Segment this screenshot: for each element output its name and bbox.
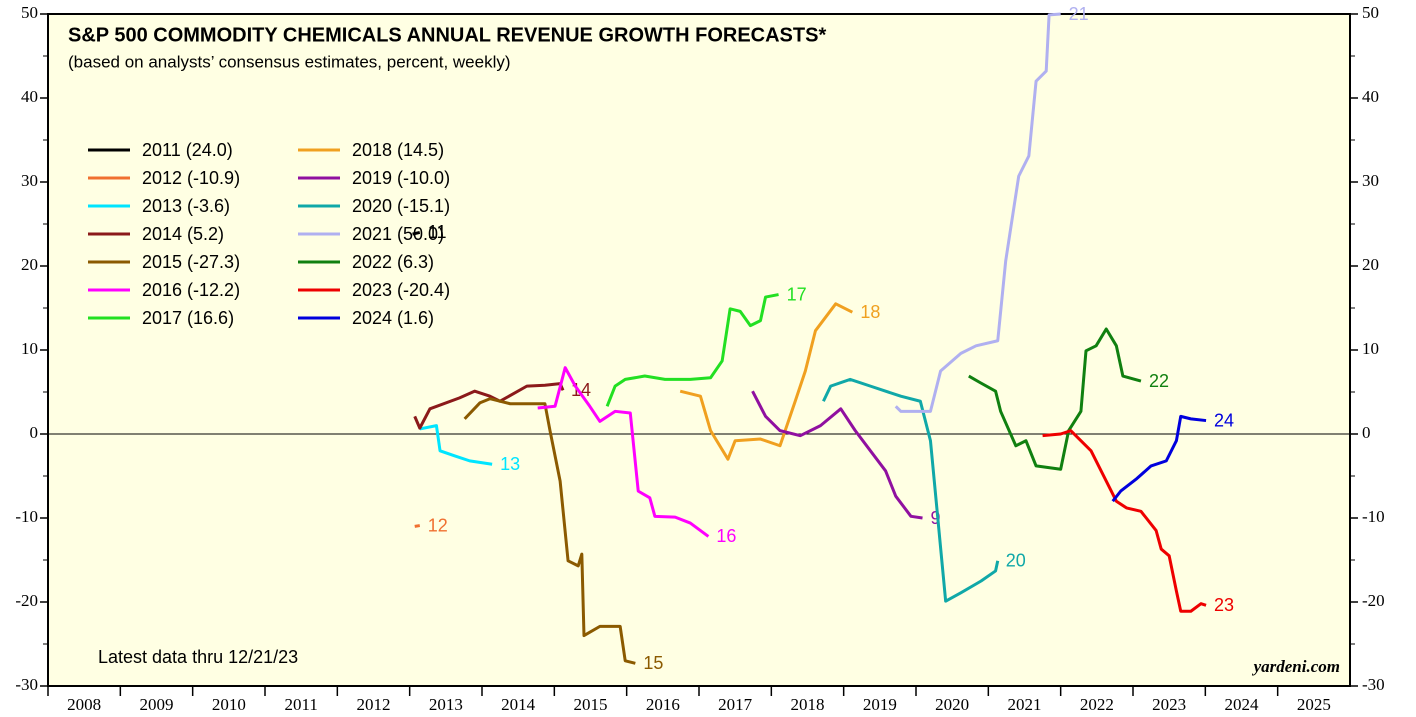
end-label: 24 <box>1214 410 1234 430</box>
y-tick-label: 50 <box>21 3 38 22</box>
series-line <box>605 293 779 407</box>
y2-tick-label: 20 <box>1362 255 1379 274</box>
x-tick-label: 2015 <box>574 695 608 714</box>
x-tick-label: 2016 <box>646 695 680 714</box>
legend-label: 2014 (5.2) <box>142 224 224 244</box>
x-tick-label: 2022 <box>1080 695 1114 714</box>
x-tick-label: 2013 <box>429 695 463 714</box>
series-line <box>419 424 493 466</box>
series-line <box>968 327 1142 471</box>
x-tick-label: 2008 <box>67 695 101 714</box>
chart-title: S&P 500 COMMODITY CHEMICALS ANNUAL REVEN… <box>68 24 826 46</box>
legend-label: 2015 (-27.3) <box>142 252 240 272</box>
source: yardeni.com <box>1252 657 1340 676</box>
y2-tick-label: -20 <box>1362 591 1385 610</box>
series-line <box>1042 429 1207 613</box>
end-label: 16 <box>716 526 736 546</box>
y2-tick-label: 50 <box>1362 3 1379 22</box>
end-label: 22 <box>1149 371 1169 391</box>
y-tick-label: -30 <box>15 675 38 694</box>
annotation: Latest data thru 12/21/23 <box>98 647 298 667</box>
end-label: 18 <box>860 302 880 322</box>
end-label: 20 <box>1006 551 1026 571</box>
series-line <box>537 366 710 538</box>
end-label: 13 <box>500 454 520 474</box>
plot-area <box>47 13 1351 687</box>
legend-label: 2022 (6.3) <box>352 252 434 272</box>
series-line <box>463 397 636 665</box>
end-label: 12 <box>428 515 448 535</box>
legend-label: 2024 (1.6) <box>352 308 434 328</box>
y-tick-label: -10 <box>15 507 38 526</box>
chart-subtitle: (based on analysts’ consensus estimates,… <box>68 52 511 71</box>
end-label: 21 <box>1069 4 1089 24</box>
legend-label: 2017 (16.6) <box>142 308 234 328</box>
legend-label: 2021 (50.0) <box>352 224 444 244</box>
legend-label: 2020 (-15.1) <box>352 196 450 216</box>
end-label: 11 <box>428 222 447 242</box>
series-line <box>894 12 1061 413</box>
x-tick-label: 2010 <box>212 695 246 714</box>
series-line <box>412 230 421 236</box>
series-line <box>414 524 421 528</box>
end-label: 17 <box>787 284 807 304</box>
end-label: 23 <box>1214 595 1234 615</box>
x-tick-label: 2018 <box>791 695 825 714</box>
x-tick-label: 2019 <box>863 695 897 714</box>
x-tick-label: 2012 <box>357 695 391 714</box>
legend-label: 2023 (-20.4) <box>352 280 450 300</box>
x-tick-label: 2020 <box>935 695 969 714</box>
x-tick-label: 2021 <box>1008 695 1042 714</box>
series-line <box>413 382 565 430</box>
legend-label: 2019 (-10.0) <box>352 168 450 188</box>
x-tick-label: 2024 <box>1225 695 1260 714</box>
legend-label: 2011 (24.0) <box>142 140 233 160</box>
y2-tick-label: 0 <box>1362 423 1371 442</box>
y-tick-label: 10 <box>21 339 38 358</box>
series-line <box>751 390 923 520</box>
y-tick-label: 40 <box>21 87 38 106</box>
series-line <box>822 377 1000 603</box>
x-tick-label: 2009 <box>140 695 174 714</box>
y-tick-label: 0 <box>30 423 39 442</box>
y2-tick-label: 30 <box>1362 171 1379 190</box>
x-tick-label: 2014 <box>501 695 536 714</box>
y2-tick-label: 40 <box>1362 87 1379 106</box>
y-tick-label: 20 <box>21 255 38 274</box>
x-tick-label: 2025 <box>1297 695 1331 714</box>
x-tick-label: 2023 <box>1152 695 1186 714</box>
y-tick-label: 30 <box>21 171 38 190</box>
legend-label: 2016 (-12.2) <box>142 280 240 300</box>
x-tick-label: 2011 <box>284 695 317 714</box>
y2-tick-label: 10 <box>1362 339 1379 358</box>
legend-label: 2012 (-10.9) <box>142 168 240 188</box>
legend-label: 2018 (14.5) <box>352 140 444 160</box>
series-line <box>679 302 854 461</box>
end-label: 15 <box>643 653 663 673</box>
y-tick-label: -20 <box>15 591 38 610</box>
y2-tick-label: -10 <box>1362 507 1385 526</box>
end-label: 9 <box>931 508 941 528</box>
x-tick-label: 2017 <box>718 695 753 714</box>
y2-tick-label: -30 <box>1362 675 1385 694</box>
series-line <box>1111 414 1207 503</box>
legend-label: 2013 (-3.6) <box>142 196 230 216</box>
